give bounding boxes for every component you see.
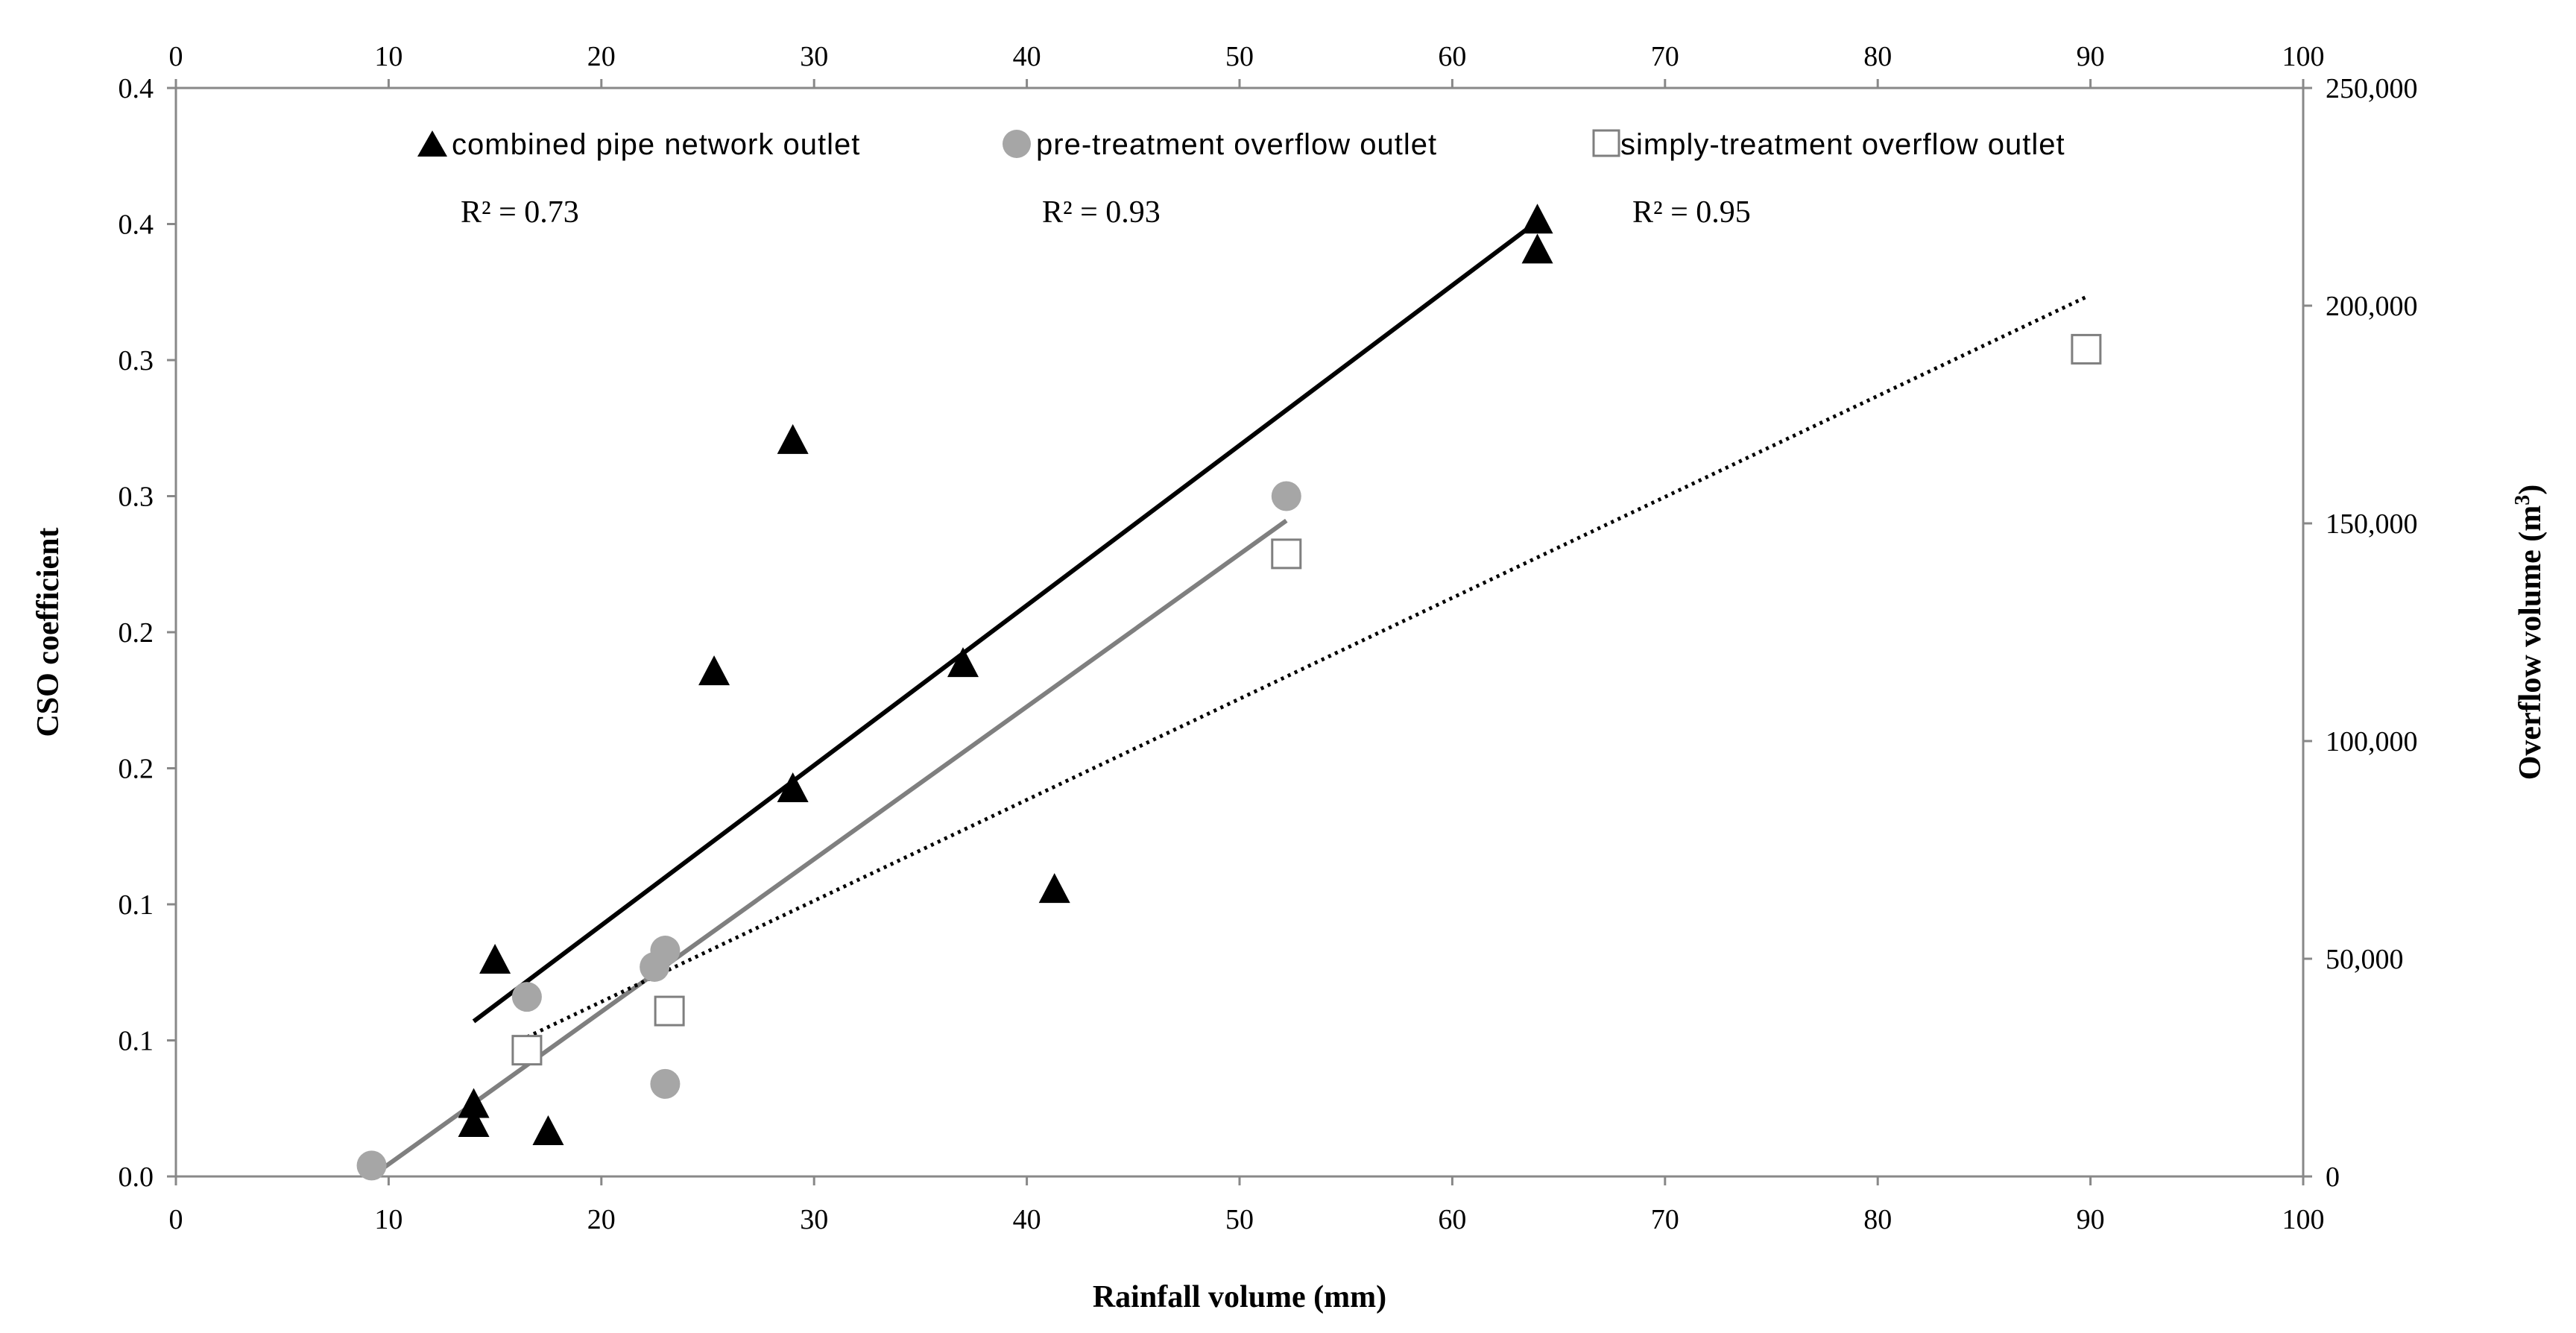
r2-label-simply: R² = 0.95 [1632, 195, 1751, 230]
data-point-circle [650, 936, 681, 966]
x-tick-label-bottom: 60 [1438, 1204, 1466, 1235]
x-tick-label-top: 100 [2282, 41, 2325, 72]
data-point-triangle [1038, 873, 1070, 904]
tick-labels: 0 0 10 10 20 20 30 30 40 40 50 50 60 60 70 70 80 80 90 90 10… [119, 41, 2418, 1235]
legend-item-simply: simply-treatment overflow outlet [1592, 128, 2065, 161]
y-right-axis-title-sup: 3 [2511, 495, 2534, 505]
data-point-triangle [458, 1088, 490, 1118]
y-right-tick-label: 250,000 [2326, 73, 2418, 104]
y-left-tick-label: 0.1 [119, 1026, 154, 1057]
data-point-square [511, 1035, 543, 1066]
data-point-triangle [698, 655, 730, 686]
data-point-triangle [479, 944, 511, 974]
tick-marks [167, 79, 2312, 1185]
x-tick-label-top: 80 [1863, 41, 1892, 72]
trendline-series-0 [472, 219, 1539, 1024]
x-tick-label-top: 60 [1438, 41, 1466, 72]
x-tick-label-bottom: 50 [1225, 1204, 1254, 1235]
legend: combined pipe network outlet pre-treatme… [417, 128, 2065, 161]
x-tick-label-bottom: 40 [1013, 1204, 1041, 1235]
legend-label-simply: simply-treatment overflow outlet [1620, 128, 2065, 161]
trendline-series-1 [370, 518, 1288, 1179]
y-left-tick-label: 0.1 [119, 889, 154, 921]
r2-label-pretreatment: R² = 0.93 [1042, 195, 1161, 230]
y-right-tick-label: 100,000 [2326, 726, 2418, 757]
x-tick-label-bottom: 70 [1651, 1204, 1679, 1235]
y-right-tick-label: 0 [2326, 1162, 2340, 1193]
data-point-triangle [777, 423, 809, 454]
x-tick-label-bottom: 10 [374, 1204, 402, 1235]
data-point-triangle [947, 647, 979, 678]
y-left-tick-label: 0.3 [119, 482, 154, 513]
data-point-square [654, 995, 685, 1027]
y-right-axis-title-main: Overflow volume (m [2513, 505, 2548, 781]
x-tick-label-bottom: 0 [169, 1204, 183, 1235]
legend-triangle-icon [417, 130, 447, 157]
data-point-triangle [458, 1107, 490, 1137]
data-point-triangle [1521, 233, 1553, 264]
y-right-tick-label: 150,000 [2326, 508, 2418, 540]
data-point-circle [650, 1068, 681, 1099]
data-points [356, 204, 2102, 1181]
x-tick-label-top: 90 [2077, 41, 2105, 72]
data-point-square [1271, 538, 1302, 570]
y-left-axis-title: CSO coefficient [31, 527, 66, 737]
x-tick-label-top: 20 [587, 41, 616, 72]
data-point-circle [1271, 481, 1301, 511]
y-left-tick-label: 0.2 [119, 617, 154, 649]
x-axis-title: Rainfall volume (mm) [1093, 1280, 1386, 1314]
legend-square-icon [1592, 129, 1620, 157]
x-tick-label-top: 40 [1013, 41, 1041, 72]
legend-item-combined: combined pipe network outlet [417, 128, 860, 161]
y-left-tick-label: 0.0 [119, 1162, 154, 1193]
x-tick-label-top: 10 [374, 41, 402, 72]
data-point-triangle [777, 772, 809, 803]
x-tick-label-top: 0 [169, 41, 183, 72]
data-point-circle [356, 1150, 387, 1181]
data-point-circle [511, 982, 542, 1012]
x-tick-label-bottom: 80 [1863, 1204, 1892, 1235]
legend-circle-icon [1003, 130, 1031, 158]
data-point-triangle [1521, 204, 1553, 234]
y-right-tick-label: 50,000 [2326, 944, 2404, 975]
x-tick-label-bottom: 100 [2282, 1204, 2325, 1235]
y-left-tick-label: 0.4 [119, 209, 154, 241]
r2-label-combined: R² = 0.73 [461, 195, 579, 230]
y-left-tick-label: 0.4 [119, 73, 154, 104]
x-tick-label-bottom: 30 [800, 1204, 828, 1235]
y-right-axis-title: Overflow volume (m3) [2511, 485, 2548, 781]
y-right-tick-label: 200,000 [2326, 291, 2418, 322]
y-left-tick-label: 0.3 [119, 345, 154, 376]
y-left-tick-label: 0.2 [119, 754, 154, 785]
legend-label-pretreatment: pre-treatment overflow outlet [1036, 128, 1437, 161]
x-tick-label-top: 50 [1225, 41, 1254, 72]
trendlines [370, 219, 2087, 1179]
legend-label-combined: combined pipe network outlet [452, 128, 860, 161]
y-right-axis-title-close: ) [2513, 485, 2548, 495]
x-tick-label-bottom: 20 [587, 1204, 616, 1235]
x-tick-label-bottom: 90 [2077, 1204, 2105, 1235]
legend-item-pretreatment: pre-treatment overflow outlet [1003, 128, 1437, 161]
x-tick-label-top: 30 [800, 41, 828, 72]
data-point-square [2071, 333, 2102, 365]
x-tick-label-top: 70 [1651, 41, 1679, 72]
data-point-triangle [532, 1115, 564, 1145]
